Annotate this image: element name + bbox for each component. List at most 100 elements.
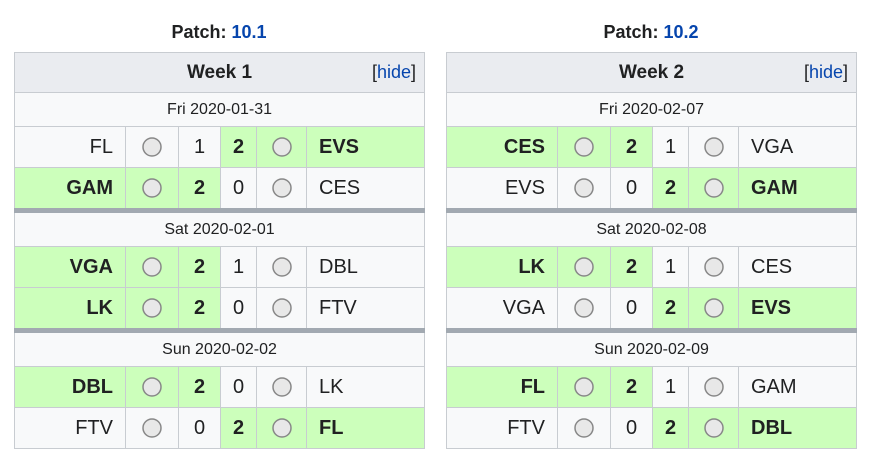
patch-title: Patch: 10.1 xyxy=(14,22,424,43)
patch-title: Patch: 10.2 xyxy=(446,22,856,43)
match-date: Fri 2020-02-07 xyxy=(445,92,858,127)
away-team: GAM xyxy=(737,167,858,211)
away-team: CES xyxy=(305,167,426,211)
team-logo xyxy=(142,377,162,397)
header-row: Week 2 [hide] xyxy=(445,52,858,93)
home-team: LK xyxy=(14,287,126,331)
home-score: 2 xyxy=(610,246,653,288)
bracket: [ xyxy=(803,62,809,82)
home-logo xyxy=(125,126,179,168)
home-score: 2 xyxy=(610,366,653,408)
match-row: FL 2 1 GAM xyxy=(446,366,858,408)
home-score: 2 xyxy=(178,366,221,408)
bracket: [ xyxy=(371,62,377,82)
home-score: 2 xyxy=(178,246,221,288)
hide-link[interactable]: hide xyxy=(377,62,412,82)
away-logo xyxy=(688,366,739,408)
bracket: ] xyxy=(411,62,417,82)
home-logo xyxy=(557,366,611,408)
schedule-table: Week 2 [hide] Fri 2020-02-07 CES 2 1 VGA EVS 0 2 G… xyxy=(445,52,858,449)
away-team: FTV xyxy=(305,287,426,331)
away-team: DBL xyxy=(737,407,858,449)
team-logo xyxy=(703,418,724,438)
week-header: Week 2 [hide] xyxy=(445,52,858,93)
match-date: Sun 2020-02-02 xyxy=(13,328,426,367)
home-team: FL xyxy=(446,366,558,408)
date-row: Sat 2020-02-08 xyxy=(445,208,858,247)
toggle: [hide] xyxy=(804,62,848,83)
match-date: Sun 2020-02-09 xyxy=(445,328,858,367)
home-logo xyxy=(125,287,179,331)
team-logo xyxy=(142,418,162,438)
match-row: GAM 2 0 CES xyxy=(14,167,426,211)
date-row: Fri 2020-02-07 xyxy=(445,92,858,127)
team-logo xyxy=(703,137,724,157)
home-logo xyxy=(125,407,179,449)
match-date: Sat 2020-02-08 xyxy=(445,208,858,247)
away-logo xyxy=(688,126,739,168)
home-score: 2 xyxy=(610,126,653,168)
match-row: LK 2 0 FTV xyxy=(14,287,426,331)
match-row: CES 2 1 VGA xyxy=(446,126,858,168)
away-score: 2 xyxy=(220,126,257,168)
away-score: 1 xyxy=(652,246,689,288)
away-team: EVS xyxy=(737,287,858,331)
match-row: FL 1 2 EVS xyxy=(14,126,426,168)
team-logo xyxy=(271,257,292,277)
away-score: 2 xyxy=(652,287,689,331)
match-row: FTV 0 2 FL xyxy=(14,407,426,449)
team-logo xyxy=(142,298,162,318)
away-team: CES xyxy=(737,246,858,288)
team-logo xyxy=(703,257,724,277)
match-row: VGA 2 1 DBL xyxy=(14,246,426,288)
team-logo xyxy=(703,298,724,318)
week-header: Week 1 [hide] xyxy=(13,52,426,93)
home-team: VGA xyxy=(14,246,126,288)
home-score: 2 xyxy=(178,167,221,211)
away-logo xyxy=(256,246,307,288)
away-logo xyxy=(688,246,739,288)
home-score: 1 xyxy=(178,126,221,168)
date-row: Sat 2020-02-01 xyxy=(13,208,426,247)
away-score: 0 xyxy=(220,366,257,408)
home-logo xyxy=(125,167,179,211)
home-team: FL xyxy=(14,126,126,168)
date-row: Fri 2020-01-31 xyxy=(13,92,426,127)
team-logo xyxy=(271,418,292,438)
away-score: 1 xyxy=(220,246,257,288)
patch-label: Patch: xyxy=(603,22,659,42)
header-row: Week 1 [hide] xyxy=(13,52,426,93)
team-logo xyxy=(574,178,594,198)
away-score: 2 xyxy=(652,407,689,449)
away-score: 0 xyxy=(220,287,257,331)
home-team: CES xyxy=(446,126,558,168)
home-logo xyxy=(125,246,179,288)
away-team: GAM xyxy=(737,366,858,408)
team-logo xyxy=(574,137,594,157)
away-logo xyxy=(256,287,307,331)
away-logo xyxy=(256,407,307,449)
away-team: LK xyxy=(305,366,426,408)
home-team: FTV xyxy=(14,407,126,449)
away-logo xyxy=(256,167,307,211)
home-logo xyxy=(557,167,611,211)
match-row: LK 2 1 CES xyxy=(446,246,858,288)
match-row: DBL 2 0 LK xyxy=(14,366,426,408)
away-team: EVS xyxy=(305,126,426,168)
team-logo xyxy=(703,377,724,397)
match-row: EVS 0 2 GAM xyxy=(446,167,858,211)
home-logo xyxy=(557,287,611,331)
home-score: 2 xyxy=(178,287,221,331)
match-date: Sat 2020-02-01 xyxy=(13,208,426,247)
hide-link[interactable]: hide xyxy=(809,62,844,82)
home-logo xyxy=(557,126,611,168)
team-logo xyxy=(574,298,594,318)
away-team: FL xyxy=(305,407,426,449)
away-logo xyxy=(688,407,739,449)
home-logo xyxy=(557,246,611,288)
patch-number: 10.2 xyxy=(663,22,699,42)
team-logo xyxy=(574,257,594,277)
team-logo xyxy=(142,137,162,157)
schedule-table: Week 1 [hide] Fri 2020-01-31 FL 1 2 EVS GAM 2 0 CE… xyxy=(13,52,426,449)
